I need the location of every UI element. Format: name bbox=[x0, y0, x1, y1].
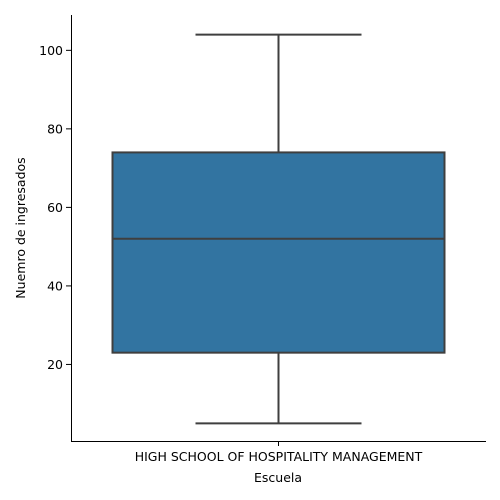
y-tick-label: 60 bbox=[47, 200, 63, 215]
x-axis-label: Escuela bbox=[254, 470, 302, 485]
box-plot-marks bbox=[111, 33, 446, 425]
y-axis-label: Nuemro de ingresados bbox=[13, 157, 28, 298]
y-tick-label: 100 bbox=[39, 43, 63, 58]
y-tick-label: 80 bbox=[47, 121, 63, 136]
y-tick-label: 40 bbox=[47, 278, 63, 293]
x-tick-label: HIGH SCHOOL OF HOSPITALITY MANAGEMENT bbox=[135, 449, 423, 464]
plot-area: 20 40 60 80 100 HIGH SCHOOL OF HOSPITALITY M… bbox=[39, 15, 486, 464]
box-iqr bbox=[111, 151, 446, 354]
y-axis-ticks: 20 40 60 80 100 bbox=[39, 43, 71, 372]
x-axis-ticks: HIGH SCHOOL OF HOSPITALITY MANAGEMENT bbox=[135, 441, 423, 464]
y-tick-label: 20 bbox=[47, 357, 63, 372]
